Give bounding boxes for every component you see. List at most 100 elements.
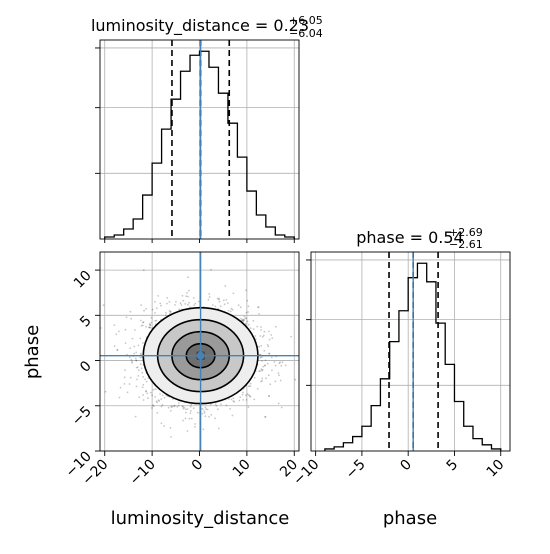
sample-point	[284, 364, 287, 367]
sample-point	[165, 311, 167, 314]
sample-point	[233, 400, 236, 403]
sample-point	[137, 344, 140, 347]
sample-point	[241, 393, 244, 396]
sample-point	[130, 358, 133, 361]
sample-point	[145, 325, 148, 328]
sample-point	[278, 374, 280, 377]
sample-point	[161, 404, 164, 406]
sample-point	[176, 406, 179, 408]
sample-point	[174, 304, 176, 306]
sample-point	[231, 308, 234, 311]
sample-point	[160, 422, 163, 425]
sample-point	[246, 320, 249, 323]
sample-point	[247, 311, 250, 313]
sample-point	[140, 324, 143, 327]
sample-point	[269, 383, 272, 386]
sample-point	[263, 330, 266, 333]
sample-point	[154, 396, 157, 398]
phase-histogram-frame	[310, 251, 511, 452]
sample-point	[189, 306, 191, 308]
sample-point	[245, 394, 247, 397]
sample-point	[268, 352, 271, 355]
sample-point	[116, 349, 118, 351]
sample-point	[160, 405, 163, 408]
sample-point	[256, 325, 259, 328]
sample-point	[187, 295, 189, 298]
sample-point	[185, 408, 187, 411]
sample-point	[207, 298, 210, 301]
sample-point	[159, 302, 162, 305]
sample-point	[258, 345, 261, 348]
sample-point	[118, 396, 121, 399]
sample-point	[180, 304, 183, 306]
sample-point	[154, 388, 157, 391]
sample-point	[137, 375, 140, 377]
sample-point	[227, 309, 230, 312]
sample-point	[253, 376, 256, 379]
sample-point	[248, 385, 250, 388]
sample-point	[203, 412, 206, 414]
sample-point	[219, 305, 222, 308]
sample-point	[281, 361, 284, 364]
sample-point	[245, 399, 248, 401]
sample-point	[260, 344, 263, 347]
sample-point	[201, 412, 204, 415]
sample-point	[253, 398, 256, 401]
sample-point	[247, 305, 250, 308]
sample-point	[152, 388, 155, 391]
sample-point	[158, 400, 161, 402]
phase-histogram-grid	[311, 252, 510, 451]
sample-point	[186, 292, 188, 294]
sample-point	[239, 306, 242, 309]
sample-point	[146, 397, 149, 400]
sample-point	[259, 335, 262, 337]
sample-point	[190, 403, 193, 406]
y-axis-label-phase: phase	[22, 325, 43, 379]
sample-point	[277, 402, 280, 405]
sample-point	[161, 394, 164, 397]
sample-point	[145, 390, 147, 392]
sample-point	[157, 399, 160, 401]
sample-point	[115, 333, 118, 336]
sample-point	[125, 316, 128, 319]
sample-point	[261, 379, 263, 382]
sample-point	[232, 292, 235, 295]
sample-point	[243, 319, 245, 322]
sample-point	[188, 289, 190, 292]
sample-point	[192, 297, 195, 299]
sample-point	[249, 395, 252, 398]
sample-point	[149, 324, 152, 326]
sample-point	[184, 303, 187, 305]
sample-point	[268, 338, 271, 341]
sample-point	[264, 416, 266, 418]
sample-point	[145, 380, 148, 383]
sample-point	[119, 386, 122, 389]
phase-title-plus: +2.69	[449, 226, 483, 239]
sample-point	[167, 406, 170, 409]
sample-point	[124, 328, 127, 331]
sample-point	[124, 369, 126, 371]
sample-point	[263, 349, 266, 352]
sample-point	[261, 377, 264, 380]
sample-point	[210, 414, 213, 416]
sample-point	[194, 302, 197, 305]
sample-point	[129, 310, 132, 313]
sample-point	[124, 342, 127, 344]
sample-point	[130, 317, 133, 320]
sample-point	[261, 360, 263, 362]
sample-point	[258, 370, 260, 372]
sample-point	[214, 403, 217, 406]
sample-point	[181, 294, 184, 297]
sample-point	[139, 319, 142, 322]
sample-point	[178, 402, 180, 404]
sample-point	[262, 335, 264, 338]
sample-point	[134, 329, 136, 331]
sample-point	[128, 356, 131, 359]
sample-point	[224, 285, 227, 287]
sample-point	[135, 359, 138, 362]
sample-point	[133, 345, 136, 348]
sample-point	[252, 328, 255, 330]
sample-point	[149, 324, 152, 327]
sample-point	[179, 302, 182, 305]
